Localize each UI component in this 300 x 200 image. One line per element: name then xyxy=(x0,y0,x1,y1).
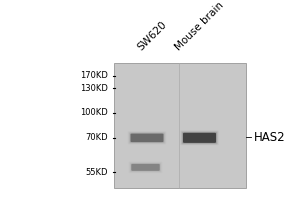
FancyBboxPatch shape xyxy=(181,131,218,144)
Text: 100KD: 100KD xyxy=(80,108,108,117)
Bar xyxy=(114,63,246,188)
FancyBboxPatch shape xyxy=(130,133,164,143)
Text: 130KD: 130KD xyxy=(80,84,108,93)
Text: 70KD: 70KD xyxy=(85,133,108,142)
FancyBboxPatch shape xyxy=(130,163,161,172)
FancyBboxPatch shape xyxy=(182,132,217,144)
FancyBboxPatch shape xyxy=(131,164,160,171)
FancyBboxPatch shape xyxy=(129,132,165,144)
Text: 55KD: 55KD xyxy=(85,168,108,177)
Text: Mouse brain: Mouse brain xyxy=(173,0,225,52)
FancyBboxPatch shape xyxy=(183,133,216,143)
FancyBboxPatch shape xyxy=(180,130,219,145)
Text: 170KD: 170KD xyxy=(80,71,108,80)
FancyBboxPatch shape xyxy=(130,134,164,142)
FancyBboxPatch shape xyxy=(128,131,166,144)
Text: SW620: SW620 xyxy=(135,19,168,52)
FancyBboxPatch shape xyxy=(130,162,161,172)
Text: HAS2: HAS2 xyxy=(254,131,285,144)
